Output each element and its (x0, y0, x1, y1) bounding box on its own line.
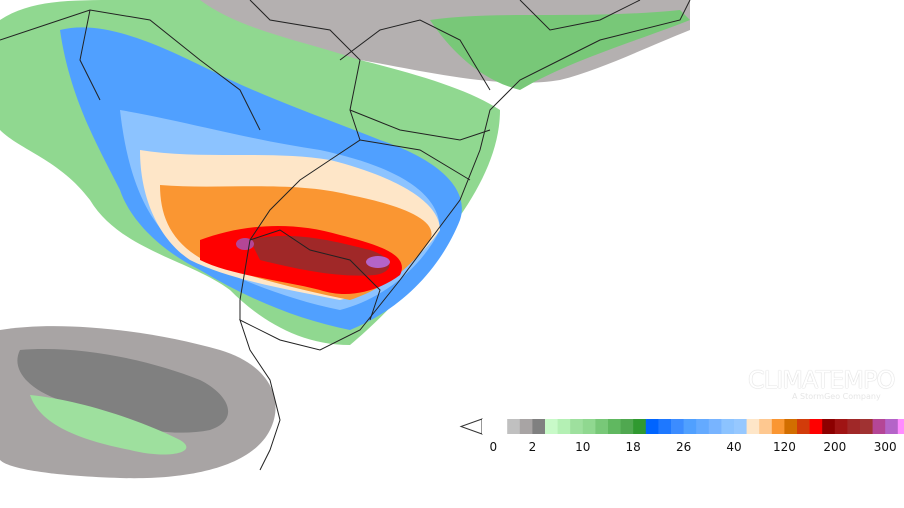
coastline (239, 0, 691, 471)
colorbar-swatch (519, 419, 533, 434)
colorbar-swatch (708, 419, 722, 434)
colorbar-swatch (494, 419, 508, 434)
colorbar-swatch (721, 419, 735, 434)
colorbar-swatch (595, 419, 609, 434)
colorbar-swatch (696, 419, 710, 434)
colorbar-tick-label: 10 (575, 440, 591, 454)
colorbar-swatch (545, 419, 559, 434)
colorbar-swatch (620, 419, 634, 434)
colorbar-swatch (759, 419, 773, 434)
colorbar-swatch (671, 419, 685, 434)
colorbar-swatch (734, 419, 748, 434)
colorbar-tick-label: 120 (772, 440, 796, 454)
light-rain-south-dark (17, 349, 229, 433)
colorbar-swatch (860, 419, 874, 434)
colorbar-swatch (582, 419, 596, 434)
colorbar-tick-label: 18 (625, 440, 641, 454)
colorbar-swatch (683, 419, 697, 434)
colorbar-swatch (746, 419, 760, 434)
colorbar-swatch (872, 419, 886, 434)
colorbar-swatch (771, 419, 785, 434)
colorbar-swatch (897, 419, 904, 434)
colorbar-tick-label: 0 (489, 440, 498, 454)
purple-core-east (366, 256, 390, 268)
colorbar-swatch (809, 419, 823, 434)
colorbar (459, 418, 904, 435)
brand-subtitle: A StormGeo Company (792, 392, 881, 401)
brand-logo: CLIMATEMPO (748, 366, 895, 394)
colorbar-swatch (784, 419, 798, 434)
colorbar-swatch (658, 419, 672, 434)
colorbar-tick-label: 40 (726, 440, 742, 454)
colorbar-swatch (557, 419, 571, 434)
colorbar-tick-label: 300 (873, 440, 897, 454)
country-borders (0, 0, 641, 321)
colorbar-swatch (885, 419, 899, 434)
darkred-core (250, 235, 390, 276)
colorbar-swatch (797, 419, 811, 434)
colorbar-swatch (633, 419, 647, 434)
colorbar-tick-label: 200 (823, 440, 847, 454)
colorbar-swatch (847, 419, 861, 434)
colorbar-swatch (532, 419, 546, 434)
green-band-south (30, 395, 187, 455)
colorbar-swatch (608, 419, 622, 434)
colorbar-swatch (834, 419, 848, 434)
green-northeast (430, 10, 690, 90)
colorbar-swatch (482, 419, 496, 434)
colorbar-swatch (645, 419, 659, 434)
colorbar-tick-label: 26 (675, 440, 692, 454)
colorbar-swatch (570, 419, 584, 434)
colorbar-extend-arrow (459, 418, 483, 435)
colorbar-swatch (822, 419, 836, 434)
colorbar-tick-label: 2 (528, 440, 537, 454)
colorbar-swatch (507, 419, 521, 434)
